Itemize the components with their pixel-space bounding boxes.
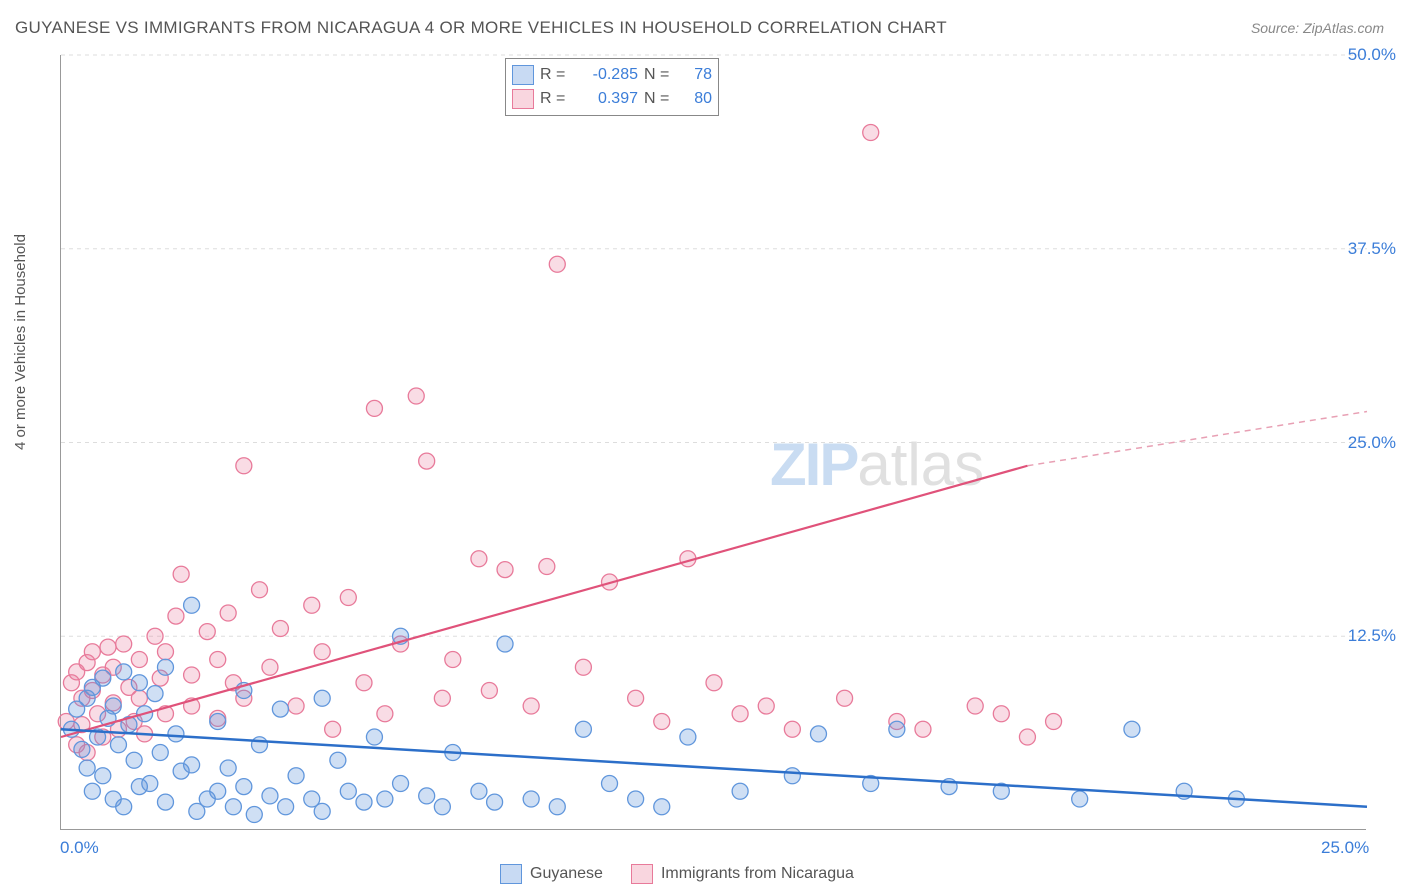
scatter-svg: [61, 55, 1366, 829]
legend-label-nicaragua: Immigrants from Nicaragua: [661, 865, 854, 883]
r-value-guyanese: -0.285: [578, 66, 638, 84]
y-tick-label: 50.0%: [1348, 45, 1396, 65]
stats-row-guyanese: R = -0.285 N = 78: [512, 63, 712, 87]
n-label-2: N =: [644, 90, 676, 108]
legend-swatch-pink-icon: [631, 864, 653, 884]
chart-title: GUYANESE VS IMMIGRANTS FROM NICARAGUA 4 …: [15, 18, 947, 38]
r-value-nicaragua: 0.397: [578, 90, 638, 108]
n-value-nicaragua: 80: [682, 90, 712, 108]
y-tick-label: 25.0%: [1348, 433, 1396, 453]
swatch-blue-icon: [512, 65, 534, 85]
x-tick-label: 0.0%: [60, 838, 99, 858]
x-tick-label: 25.0%: [1321, 838, 1369, 858]
y-tick-label: 37.5%: [1348, 239, 1396, 259]
r-label: R =: [540, 66, 572, 84]
legend-item-guyanese: Guyanese: [500, 864, 603, 884]
source-attribution: Source: ZipAtlas.com: [1251, 20, 1384, 36]
stats-row-nicaragua: R = 0.397 N = 80: [512, 87, 712, 111]
y-tick-label: 12.5%: [1348, 626, 1396, 646]
stats-legend-box: R = -0.285 N = 78 R = 0.397 N = 80: [505, 58, 719, 116]
plot-area: [60, 55, 1366, 830]
r-label-2: R =: [540, 90, 572, 108]
n-value-guyanese: 78: [682, 66, 712, 84]
legend-item-nicaragua: Immigrants from Nicaragua: [631, 864, 854, 884]
legend-swatch-blue-icon: [500, 864, 522, 884]
y-axis-label: 4 or more Vehicles in Household: [12, 234, 29, 450]
swatch-pink-icon: [512, 89, 534, 109]
n-label: N =: [644, 66, 676, 84]
bottom-legend: Guyanese Immigrants from Nicaragua: [500, 864, 854, 884]
legend-label-guyanese: Guyanese: [530, 865, 603, 883]
